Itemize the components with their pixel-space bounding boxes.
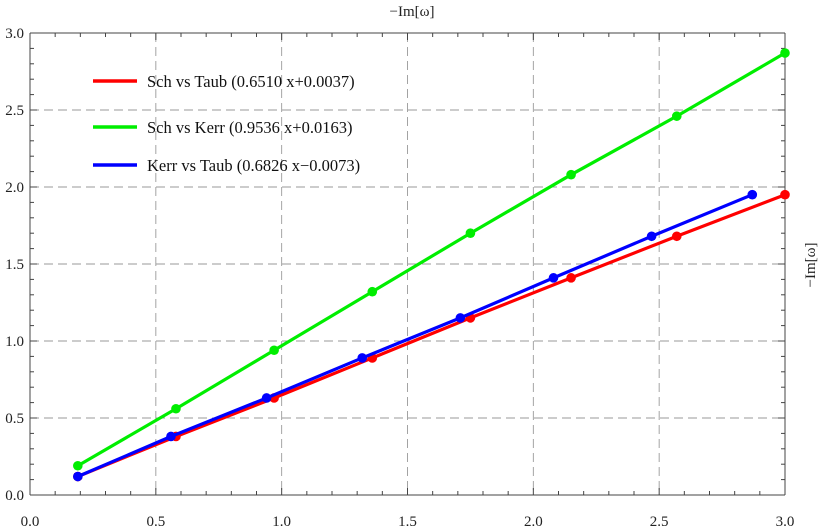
legend-entry-1: Sch vs Kerr (0.9536 x+0.0163)	[93, 118, 352, 137]
series-line	[77, 193, 786, 479]
chart-title: −Im[ω]	[390, 4, 435, 20]
data-point	[566, 273, 576, 283]
legend: Sch vs Taub (0.6510 x+0.0037) Sch vs Kerr…	[93, 72, 360, 175]
data-point	[548, 273, 559, 283]
series-line	[77, 51, 786, 468]
data-point	[566, 169, 576, 180]
x-tick-label: 0.5	[146, 514, 165, 530]
y-tick-label: 1.0	[5, 334, 24, 350]
series-1	[73, 48, 790, 471]
y-axis-label: −Im[ω]	[803, 243, 819, 288]
data-point	[73, 471, 83, 482]
y-tick-label: 2.5	[5, 103, 24, 119]
data-point	[465, 228, 476, 238]
x-tick-label: 1.0	[272, 514, 291, 530]
series-layer	[73, 48, 790, 482]
data-point	[780, 48, 790, 58]
y-tick-label: 0.5	[5, 411, 24, 427]
y-tick-label: 1.5	[5, 257, 24, 273]
data-point	[166, 431, 176, 442]
grid	[30, 32, 786, 495]
y-tick-label: 3.0	[5, 26, 24, 42]
data-point	[357, 353, 368, 363]
x-tick-label: 2.5	[650, 514, 669, 530]
legend-entry-2: Kerr vs Taub (0.6826 x−0.0073)	[93, 156, 360, 175]
x-tick-label: 0.0	[21, 514, 40, 530]
data-point	[455, 313, 466, 323]
data-point	[171, 403, 181, 414]
series-0	[73, 189, 790, 482]
data-point	[747, 189, 758, 200]
legend-entry-0: Sch vs Taub (0.6510 x+0.0037)	[93, 72, 355, 91]
legend-label: Kerr vs Taub (0.6826 x−0.0073)	[147, 156, 360, 175]
legend-label: Sch vs Taub (0.6510 x+0.0037)	[147, 72, 355, 91]
series-2	[73, 189, 758, 482]
ticks: 0.0 0.5 1.0 1.5 2.0 2.5 3.0 0.0 0.5 1.0 1.5 2.0 2.5 3…	[5, 26, 794, 530]
data-point	[671, 231, 682, 242]
series-line	[77, 193, 753, 478]
data-point	[780, 189, 790, 200]
data-point	[73, 460, 83, 471]
x-tick-label: 1.5	[398, 514, 417, 530]
y-tick-label: 2.0	[5, 180, 24, 196]
y-tick-label: 0.0	[5, 488, 24, 504]
x-tick-label: 3.0	[776, 514, 795, 530]
data-point	[367, 286, 378, 297]
data-point	[269, 345, 279, 356]
data-point	[671, 111, 682, 121]
x-tick-label: 2.0	[524, 514, 543, 530]
legend-label: Sch vs Kerr (0.9536 x+0.0163)	[147, 118, 352, 137]
data-point	[646, 231, 657, 242]
data-point	[261, 393, 272, 403]
